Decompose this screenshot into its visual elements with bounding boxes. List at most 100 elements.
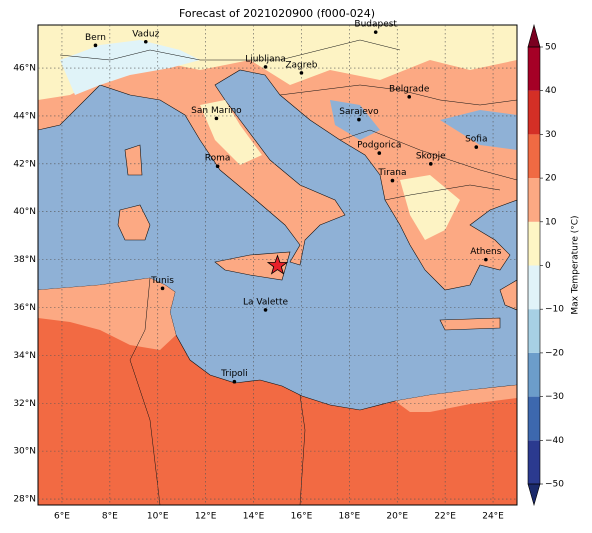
city-label: Ljubljana xyxy=(245,54,286,64)
y-tick-label: 40°N xyxy=(13,207,36,217)
land-cold xyxy=(60,40,200,95)
x-tick-label: 20°E xyxy=(386,512,408,522)
y-tick-label: 38°N xyxy=(13,255,36,265)
city-dot xyxy=(263,65,268,69)
border xyxy=(129,277,161,505)
city-dot xyxy=(263,308,268,312)
y-tick-label: 36°N xyxy=(13,303,36,313)
city-dot xyxy=(357,117,361,122)
colorbar-tick-label: −20 xyxy=(545,348,564,358)
border xyxy=(299,394,306,505)
city-dot xyxy=(428,162,433,166)
colorbar-tick-label: 50 xyxy=(545,43,557,53)
city-dot xyxy=(143,39,148,44)
city-label: Belgrade xyxy=(389,84,430,94)
colorbar-tick-label: −40 xyxy=(545,436,564,446)
colorbar-segment xyxy=(528,47,540,91)
colorbar-segment xyxy=(528,90,540,135)
y-tick-label: 32°N xyxy=(13,399,36,409)
y-tick-label: 46°N xyxy=(13,64,36,74)
city-label: Skopje xyxy=(416,151,446,161)
border xyxy=(279,84,517,106)
x-tick-label: 12°E xyxy=(195,512,217,522)
city-dot xyxy=(373,30,378,34)
city-label: Zagreb xyxy=(285,60,317,70)
city-dot xyxy=(407,95,412,99)
colorbar-tick-label: 40 xyxy=(545,86,557,96)
colorbar-tick-label: −50 xyxy=(545,480,564,490)
island xyxy=(124,144,143,176)
title: Forecast of 2021020900 (f000-024) xyxy=(179,7,375,20)
city-label: Roma xyxy=(205,154,231,164)
city-dot xyxy=(160,286,165,291)
colorbar-segment xyxy=(528,352,540,397)
colorbar-segment xyxy=(528,265,540,310)
colorbar-tick-label: −30 xyxy=(545,392,564,402)
colorbar-extend xyxy=(527,483,541,507)
city-label: La Valette xyxy=(243,297,288,307)
y-tick-label: 28°N xyxy=(13,495,36,505)
colorbar-segment xyxy=(528,178,540,222)
city-label: Tripoli xyxy=(220,369,248,379)
land-cool xyxy=(330,100,380,140)
x-tick-label: 8°E xyxy=(102,512,118,522)
city-dot xyxy=(377,151,382,155)
x-tick-label: 18°E xyxy=(339,512,361,522)
y-tick-label: 44°N xyxy=(13,111,36,121)
city-label: Sarajevo xyxy=(339,107,379,117)
colorbar-tick-label: 10 xyxy=(545,217,557,227)
land-mild xyxy=(38,25,517,100)
y-tick-label: 42°N xyxy=(13,159,36,169)
x-tick-label: 22°E xyxy=(434,512,456,522)
colorbar-tick-label: 20 xyxy=(545,174,557,184)
colorbar-segment xyxy=(528,309,540,353)
land xyxy=(38,25,517,291)
city-dot xyxy=(232,379,237,384)
city-label: Sofia xyxy=(465,135,487,145)
land-warm xyxy=(38,278,176,350)
colorbar-tick-label: −10 xyxy=(545,305,564,315)
city-label: Podgorica xyxy=(357,141,401,151)
map xyxy=(38,25,517,505)
island xyxy=(499,279,517,311)
island xyxy=(117,204,151,241)
colorbar-segment xyxy=(528,221,540,266)
colorbar-tick-label: 0 xyxy=(545,261,551,271)
colorbar-extend xyxy=(527,23,541,48)
colorbar-tick-label: 30 xyxy=(545,130,557,140)
city-label: Athens xyxy=(470,247,501,257)
land-cool xyxy=(440,110,517,150)
city-label: San Marino xyxy=(191,106,242,116)
x-tick-label: 14°E xyxy=(243,512,265,522)
colorbar-segment xyxy=(528,396,540,441)
city-label: Vaduz xyxy=(132,29,159,39)
border xyxy=(59,39,401,61)
island xyxy=(439,317,501,331)
city-dot xyxy=(474,145,479,149)
city-dot xyxy=(390,178,395,183)
city-label: Tunis xyxy=(150,276,174,286)
border xyxy=(339,129,517,181)
y-tick-label: 30°N xyxy=(13,447,36,457)
map-frame xyxy=(37,24,518,506)
city-dot xyxy=(299,71,304,75)
x-tick-label: 10°E xyxy=(147,512,169,522)
land-warm xyxy=(395,385,517,412)
city-label: Bern xyxy=(85,33,106,43)
colorbar-segment xyxy=(528,440,540,484)
star-marker xyxy=(266,254,289,275)
island xyxy=(214,251,291,281)
land-mild xyxy=(400,175,460,240)
x-tick-label: 6°E xyxy=(54,512,70,522)
x-tick-label: 16°E xyxy=(291,512,313,522)
city-dot xyxy=(93,43,98,48)
city-label: Tirana xyxy=(377,168,406,178)
city-dot xyxy=(484,257,488,262)
border xyxy=(384,184,501,201)
city-dot xyxy=(214,116,219,121)
colorbar-label: Max Temperature (°C) xyxy=(571,215,581,314)
city-dot xyxy=(215,164,220,169)
y-tick-label: 34°N xyxy=(13,351,36,361)
colorbar-segment xyxy=(528,134,540,179)
